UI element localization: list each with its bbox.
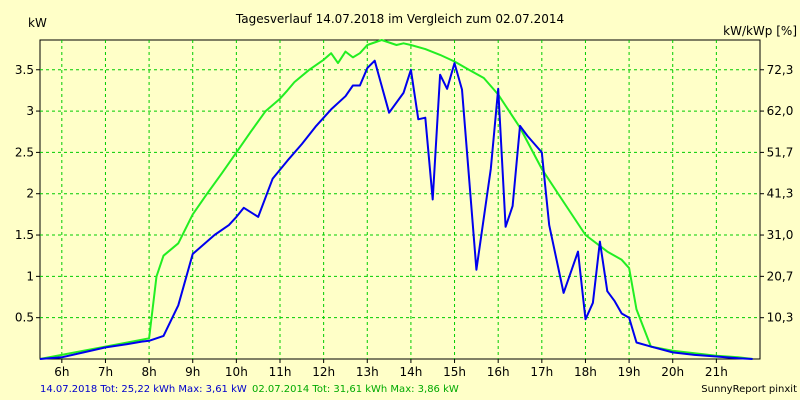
y-left-tick-label-0: 0.5 xyxy=(15,311,34,325)
footer-stats-2018: 14.07.2018 Tot: 25,22 kWh Max: 3,61 kW xyxy=(40,384,247,395)
x-tick-label-20: 20h xyxy=(661,365,684,379)
footer-credit: SunnyReport pinxit xyxy=(701,384,797,395)
y-right-tick-label-4: 51,7 xyxy=(767,145,794,159)
y-right-tick-label-2: 31,0 xyxy=(767,228,794,242)
x-tick-label-11: 11h xyxy=(269,365,292,379)
x-tick-label-13: 13h xyxy=(356,365,379,379)
x-tick-label-6: 6h xyxy=(54,365,69,379)
x-tick-label-10: 10h xyxy=(225,365,248,379)
y-right-tick-label-3: 41,3 xyxy=(767,187,794,201)
y-left-tick-label-1: 1 xyxy=(26,269,34,283)
vertical-gridlines xyxy=(61,40,717,359)
footer-stats-2014: 02.07.2014 Tot: 31,61 kWh Max: 3,86 kW xyxy=(252,384,459,395)
y-right-tick-label-6: 72,3 xyxy=(767,63,794,77)
y-axis-left-ticks: 0.5 1 1.5 2 2.5 3 3.5 xyxy=(15,63,40,325)
plot-area xyxy=(39,39,761,360)
y-axis-right-ticks: 10,3 20,7 31,0 41,3 51,7 62,0 72,3 xyxy=(760,63,793,325)
x-tick-label-17: 17h xyxy=(530,365,553,379)
x-tick-label-14: 14h xyxy=(399,365,422,379)
y-right-tick-label-5: 62,0 xyxy=(767,104,794,118)
y-left-tick-label-3: 2 xyxy=(26,187,34,201)
y-axis-left-unit: kW xyxy=(28,16,47,30)
x-tick-label-12: 12h xyxy=(312,365,335,379)
horizontal-gridlines xyxy=(40,69,760,319)
x-tick-label-16: 16h xyxy=(487,365,510,379)
y-left-tick-label-2: 1.5 xyxy=(15,228,34,242)
x-tick-label-15: 15h xyxy=(443,365,466,379)
y-axis-right-unit: kW/kWp [%] xyxy=(723,24,797,38)
x-axis-ticks: 6h 7h 8h 9h 10h 11h 12h 13h 14h 15h 16h 17h 18h 19h 20… xyxy=(54,359,728,379)
series-layer xyxy=(39,39,753,360)
x-tick-label-21: 21h xyxy=(705,365,728,379)
x-tick-label-18: 18h xyxy=(574,365,597,379)
y-right-tick-label-0: 10,3 xyxy=(767,311,794,325)
y-right-tick-label-1: 20,7 xyxy=(767,269,794,283)
chart-title: Tagesverlauf 14.07.2018 im Vergleich zum… xyxy=(235,12,564,26)
x-tick-label-7: 7h xyxy=(98,365,113,379)
x-tick-label-8: 8h xyxy=(141,365,156,379)
y-left-tick-label-5: 3 xyxy=(26,104,34,118)
series-line-02.07.2014 xyxy=(39,39,753,360)
x-tick-label-19: 19h xyxy=(618,365,641,379)
y-left-tick-label-6: 3.5 xyxy=(15,63,34,77)
y-left-tick-label-4: 2.5 xyxy=(15,145,34,159)
series-line-14.07.2018 xyxy=(39,59,753,360)
x-tick-label-9: 9h xyxy=(185,365,200,379)
